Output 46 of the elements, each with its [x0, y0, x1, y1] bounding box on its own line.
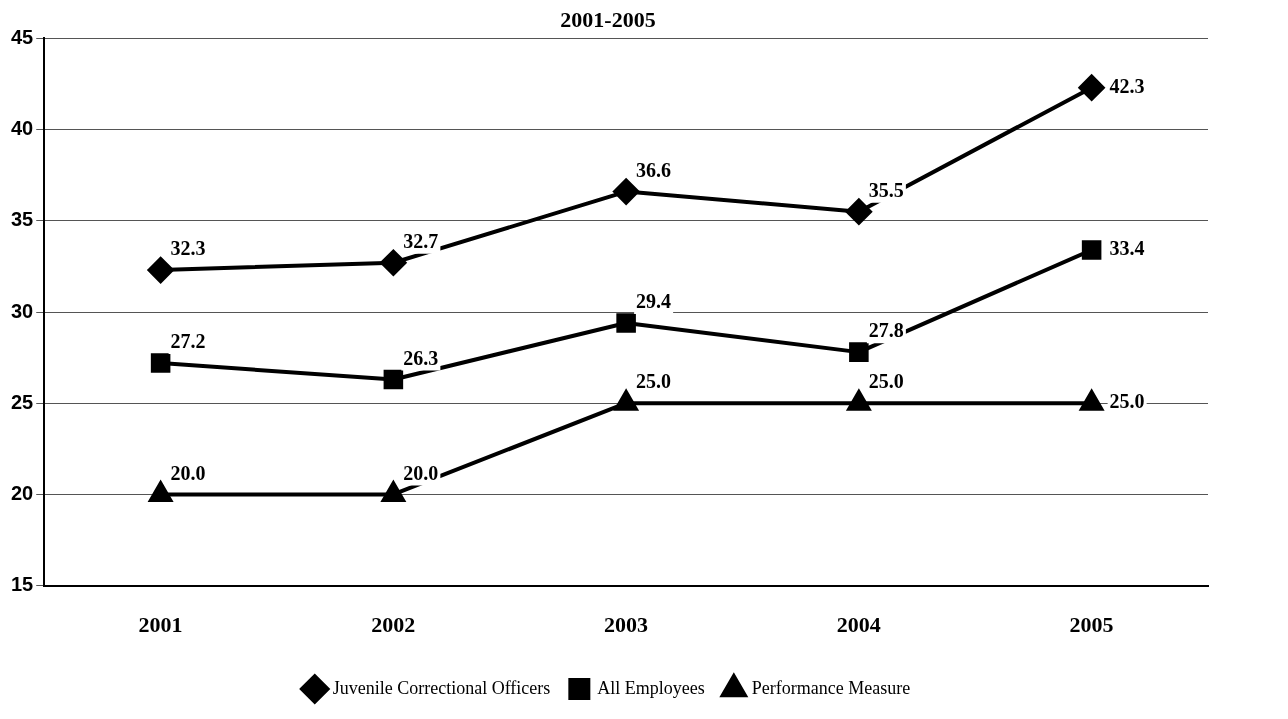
x-tick-label: 2002	[371, 612, 416, 638]
legend-label: Juvenile Correctional Officers	[332, 677, 551, 698]
x-tick-label: 2005	[1069, 612, 1114, 638]
data-label: 33.4	[1109, 237, 1145, 260]
data-label: 36.6	[636, 158, 672, 181]
data-label: 32.3	[170, 237, 206, 260]
data-label: 20.0	[403, 461, 439, 484]
point	[381, 481, 405, 502]
x-tick-label: 2004	[836, 612, 881, 638]
data-label: 35.5	[868, 178, 904, 201]
y-tick-label: 25	[11, 390, 34, 413]
y-tick-label: 40	[11, 117, 34, 140]
data-label: 25.0	[868, 370, 904, 393]
data-label: 29.4	[636, 290, 672, 313]
data-label: 25.0	[636, 370, 672, 393]
point	[383, 369, 404, 390]
point	[845, 198, 872, 225]
point	[147, 257, 174, 284]
y-tick-label: 35	[11, 208, 34, 231]
data-label: 27.2	[170, 330, 206, 353]
data-label: 25.0	[1109, 390, 1145, 413]
point	[1080, 390, 1104, 411]
data-label: 20.0	[170, 461, 206, 484]
point	[614, 390, 638, 411]
point	[1078, 74, 1105, 101]
point	[849, 342, 869, 362]
point	[847, 390, 871, 411]
data-label: 26.3	[403, 346, 439, 369]
point	[380, 249, 407, 276]
y-tick-label: 45	[11, 25, 34, 48]
data-label: 32.7	[403, 229, 439, 252]
legend-label: Performance Measure	[751, 677, 911, 698]
chart-title: 2001-2005	[560, 6, 656, 32]
legend-label: All Employees	[597, 677, 705, 698]
point	[1081, 240, 1102, 260]
point	[150, 353, 171, 373]
x-tick-label: 2001	[138, 612, 183, 638]
point	[149, 481, 173, 502]
point	[616, 313, 636, 333]
x-tick-label: 2003	[604, 612, 649, 638]
y-tick-label: 15	[11, 573, 34, 596]
data-label: 42.3	[1109, 74, 1145, 97]
data-label: 27.8	[868, 319, 904, 342]
point	[613, 178, 640, 205]
y-tick-label: 20	[11, 481, 34, 504]
y-tick-label: 30	[11, 299, 34, 322]
